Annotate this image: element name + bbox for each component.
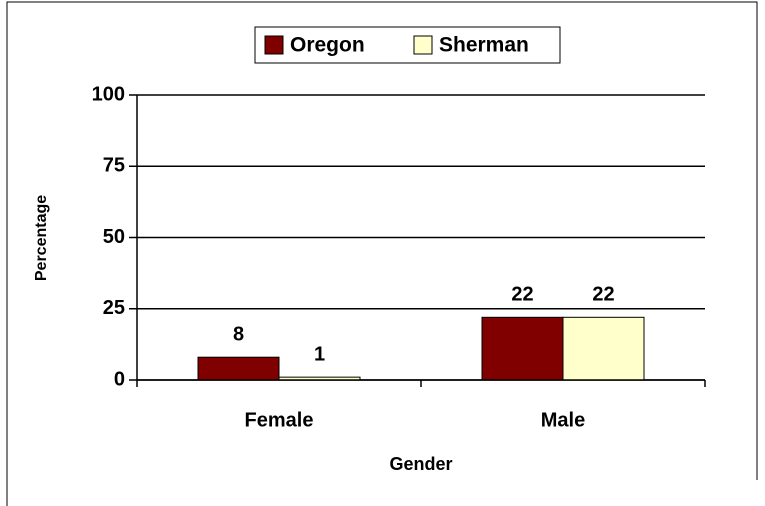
x-tick-label: Male [541,409,585,431]
x-tick-label: Female [245,409,314,431]
chart-frame [6,1,758,506]
y-tick-label: 25 [103,297,125,319]
legend-swatch [413,35,433,55]
bar [562,316,645,381]
y-tick-label: 75 [103,155,125,177]
data-label: 1 [314,343,325,365]
data-label: 22 [511,284,533,306]
legend-label: Oregon [290,34,365,57]
legend-label: Sherman [439,34,529,57]
data-label: 8 [233,323,244,345]
y-axis-title: Percentage [33,195,50,281]
bar [197,356,280,381]
y-tick-label: 100 [92,83,125,105]
bar [481,316,564,381]
y-tick-label: 50 [103,226,125,248]
data-label: 22 [592,284,614,306]
legend-swatch [264,35,284,55]
y-tick-label: 0 [114,368,125,390]
legend-box [254,26,561,64]
x-axis-title: Gender [389,454,452,474]
